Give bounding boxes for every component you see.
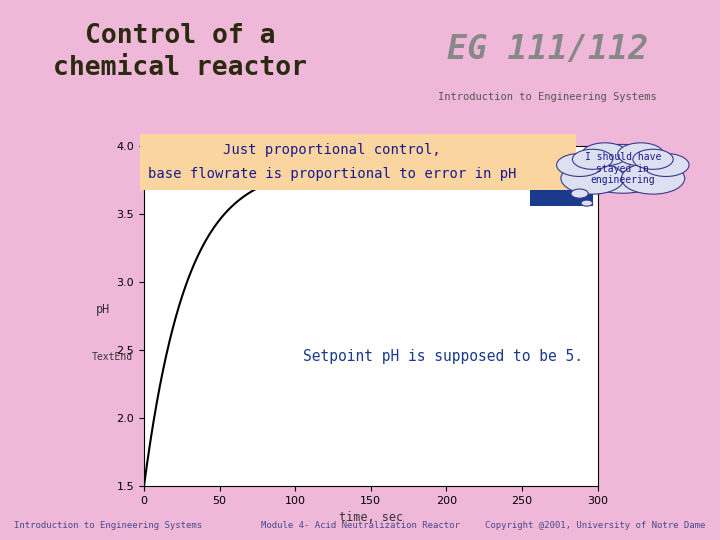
Text: EG 111/112: EG 111/112: [446, 33, 648, 66]
Ellipse shape: [582, 143, 628, 166]
Ellipse shape: [574, 144, 672, 193]
FancyBboxPatch shape: [530, 172, 593, 206]
Text: I should have
stayed in
engineering: I should have stayed in engineering: [585, 152, 661, 185]
Ellipse shape: [572, 149, 613, 170]
Ellipse shape: [557, 153, 603, 177]
X-axis label: time, sec: time, sec: [338, 511, 403, 524]
Y-axis label: pH: pH: [96, 303, 109, 316]
Ellipse shape: [643, 153, 689, 177]
Circle shape: [581, 200, 593, 206]
Text: Module 4- Acid Neutralization Reactor: Module 4- Acid Neutralization Reactor: [261, 522, 459, 530]
Text: TextEnd: TextEnd: [92, 352, 133, 362]
Text: Copyright @2001, University of Notre Dame: Copyright @2001, University of Notre Dam…: [485, 522, 706, 530]
Circle shape: [571, 189, 588, 198]
Text: Just proportional control,: Just proportional control,: [223, 143, 441, 157]
Ellipse shape: [618, 143, 664, 166]
FancyBboxPatch shape: [140, 134, 576, 190]
Text: Introduction to Engineering Systems: Introduction to Engineering Systems: [438, 92, 657, 102]
Ellipse shape: [561, 163, 624, 194]
Ellipse shape: [621, 163, 685, 194]
Text: base flowrate is proportional to error in pH: base flowrate is proportional to error i…: [148, 167, 516, 181]
Text: Setpoint pH is supposed to be 5.: Setpoint pH is supposed to be 5.: [302, 349, 582, 364]
Text: Introduction to Engineering Systems: Introduction to Engineering Systems: [14, 522, 202, 530]
Ellipse shape: [633, 149, 673, 170]
Text: Control of a
chemical reactor: Control of a chemical reactor: [53, 23, 307, 81]
